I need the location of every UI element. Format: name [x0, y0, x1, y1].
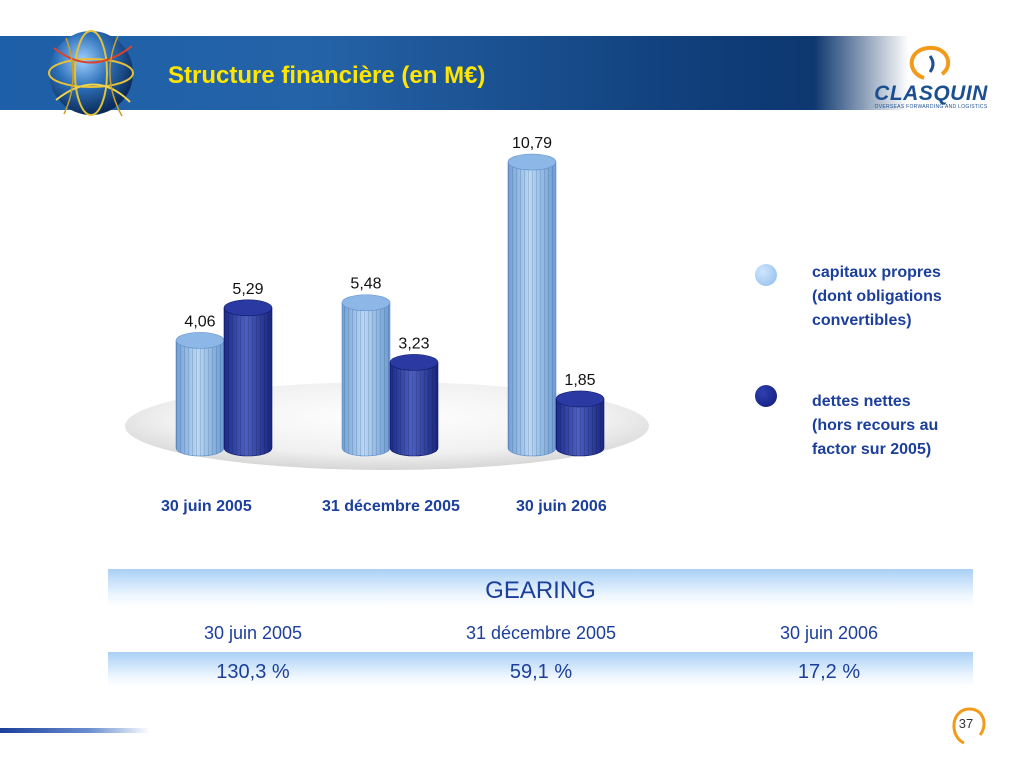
- gearing-header-2: 31 décembre 2005: [465, 623, 617, 643]
- bar-stripes-s1-c1: [176, 340, 224, 456]
- legend-dettes-line-3: factor sur 2005): [812, 441, 932, 458]
- gearing-title-row: GEARING: [108, 569, 973, 607]
- bar-cap-s2-c3: [555, 390, 605, 408]
- logo-wordmark: CLASQUIN: [874, 82, 988, 105]
- data-label-s1-c3: 10,79: [512, 135, 552, 152]
- data-label-s1-c1: 4,06: [184, 313, 215, 330]
- gearing-title: GEARING: [485, 577, 596, 604]
- gearing-value-row: 130,3 % 59,1 % 17,2 %: [108, 652, 973, 687]
- data-label-s2-c3: 1,85: [564, 372, 595, 389]
- legend-capitaux-line-3: convertibles): [812, 312, 912, 329]
- footer-line: [0, 728, 150, 733]
- data-label-s2-c1: 5,29: [232, 281, 263, 298]
- category-label-2: 31 décembre 2005: [322, 498, 460, 515]
- data-label-s1-c2: 5,48: [350, 276, 381, 293]
- gearing-table: GEARING 30 juin 2005 31 décembre 2005 30…: [108, 569, 973, 687]
- header-fade: [814, 36, 1024, 110]
- bar-stripes-s2-c3: [556, 398, 604, 456]
- page-number-badge: 37: [944, 703, 990, 747]
- bar-stripes-s1-c3: [508, 162, 556, 456]
- bar-stripes-s2-c1: [224, 307, 272, 456]
- gearing-header-1: 30 juin 2005: [203, 623, 303, 643]
- bar-stripes-s1-c2: [342, 302, 390, 456]
- legend-capitaux-line-1: capitaux propres: [812, 264, 941, 281]
- gearing-header-row: 30 juin 2005 31 décembre 2005 30 juin 20…: [108, 613, 973, 647]
- category-label-3: 30 juin 2006: [516, 498, 607, 515]
- clasquin-logo: CLASQUIN OVERSEAS FORWARDING AND LOGISTI…: [868, 42, 994, 112]
- swirl-icon: [952, 707, 986, 745]
- data-label-s2-c2: 3,23: [398, 335, 429, 352]
- gearing-value-2: 59,1 %: [509, 661, 573, 683]
- bar-cap-s2-c2: [389, 354, 439, 371]
- category-label-1: 30 juin 2005: [161, 498, 252, 515]
- gearing-value-1: 130,3 %: [216, 661, 290, 683]
- bar-cap-s1-c2: [341, 294, 391, 312]
- page-number: 37: [958, 716, 974, 731]
- legend-label-capitaux: capitaux propres (dont obligations conve…: [812, 261, 942, 333]
- slide-title: Structure financière (en M€): [168, 62, 486, 89]
- legend-capitaux-line-2: (dont obligations: [812, 288, 942, 305]
- logo-tagline: OVERSEAS FORWARDING AND LOGISTICS: [874, 104, 988, 110]
- bar-cap-s2-c1: [223, 299, 273, 317]
- gearing-header-3: 30 juin 2006: [779, 623, 879, 643]
- gearing-value-3: 17,2 %: [797, 661, 861, 683]
- swirl-icon: [909, 45, 951, 80]
- legend-marker-capitaux: [755, 264, 777, 286]
- legend-dettes-line-2: (hors recours au: [812, 417, 939, 434]
- legend-label-dettes: dettes nettes (hors recours au factor su…: [812, 390, 938, 462]
- legend-dettes-line-1: dettes nettes: [812, 393, 911, 410]
- bar-cap-s1-c1: [175, 332, 225, 349]
- bar-cap-s1-c3: [507, 153, 557, 171]
- legend-marker-dettes: [755, 385, 777, 407]
- bar-stripes-s2-c2: [390, 362, 438, 456]
- globe-icon: [48, 30, 134, 117]
